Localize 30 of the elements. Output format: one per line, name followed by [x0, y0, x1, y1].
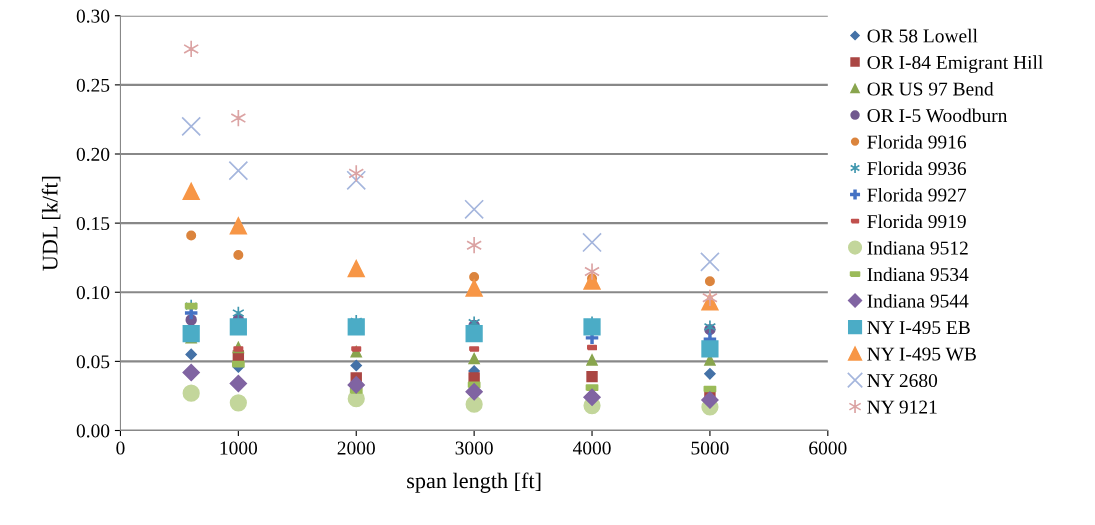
legend-label: NY 2680 — [867, 373, 938, 388]
x-tick-label: 3000 — [455, 441, 493, 455]
legend-label: Indiana 9512 — [867, 240, 968, 255]
legend-label: Indiana 9544 — [867, 293, 969, 308]
y-tick-label: 0.10 — [76, 286, 110, 300]
y-tick-label: 0.20 — [76, 147, 110, 162]
legend-label: OR I-5 Woodburn — [867, 108, 1008, 123]
legend-label: NY I-495 WB — [867, 347, 976, 361]
legend-label: Florida 9916 — [867, 134, 967, 149]
legend-label: OR US 97 Bend — [867, 81, 994, 96]
y-tick-label: 0.15 — [76, 216, 110, 231]
y-tick-label: 0.00 — [76, 424, 110, 438]
x-tick-label: 5000 — [691, 441, 729, 455]
y-axis-title: UDL [k/ft] — [41, 176, 61, 271]
y-tick-label: 0.05 — [76, 355, 110, 369]
x-tick-label: 2000 — [337, 441, 375, 455]
x-tick-label: 6000 — [809, 441, 847, 455]
legend-label: Florida 9936 — [867, 161, 967, 176]
legend-label: Florida 9927 — [867, 187, 967, 202]
x-axis-title: span length [ft] — [407, 472, 541, 493]
y-tick-label: 0.30 — [76, 9, 110, 23]
x-tick-label: 0 — [116, 441, 125, 455]
y-tick-label: 0.25 — [76, 78, 110, 92]
x-tick-label: 4000 — [572, 441, 611, 455]
legend-label: OR I-84 Emigrant Hill — [867, 55, 1043, 74]
legend-label: Indiana 9534 — [867, 267, 969, 282]
legend-label: Florida 9919 — [867, 214, 966, 229]
legend-label: OR 58 Lowell — [867, 28, 978, 43]
legend-label: NY I-495 EB — [867, 321, 970, 335]
x-tick-label: 1000 — [220, 441, 258, 455]
